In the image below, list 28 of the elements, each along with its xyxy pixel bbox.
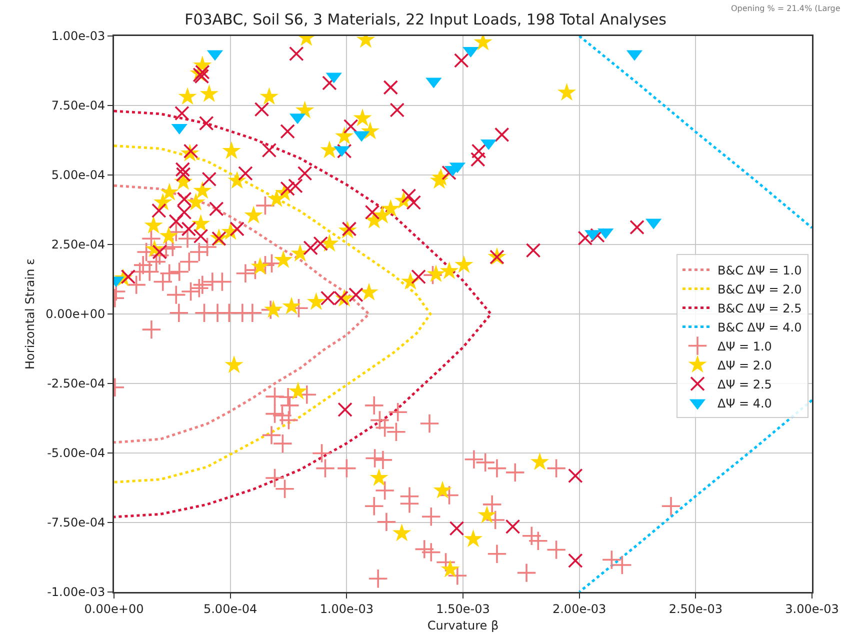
y-tick-label: 2.50e-04 (51, 238, 106, 252)
x-tick-label: 2.50e-03 (668, 602, 723, 616)
legend-label: B&C ΔΨ = 1.0 (718, 263, 802, 278)
y-tick-label: 7.50e-04 (51, 98, 106, 113)
x-tick-label: 5.00e-04 (203, 602, 258, 616)
legend-label: B&C ΔΨ = 2.5 (718, 301, 802, 316)
y-tick-label: -7.50e-04 (47, 516, 106, 530)
y-tick-label: 1.00e-03 (51, 29, 106, 44)
x-tick-label: 1.00e-03 (320, 602, 374, 616)
legend-label: ΔΨ = 2.0 (718, 358, 772, 372)
x-axis-title: Curvature β (427, 618, 499, 633)
legend-label: ΔΨ = 4.0 (718, 396, 772, 410)
legend-label: B&C ΔΨ = 4.0 (718, 320, 802, 334)
y-tick-label: -5.00e-04 (47, 446, 106, 460)
x-tick-label: 3.00e-03 (785, 602, 839, 616)
y-axis-title: Horizontal Strain ε (23, 258, 38, 370)
y-tick-label: -2.50e-04 (47, 376, 106, 391)
y-tick-label: 5.00e-04 (51, 168, 106, 182)
x-tick-label: 2.00e-03 (552, 602, 606, 616)
text: Opening % = 21.4% (Large (731, 4, 840, 13)
x-tick-label: 1.50e-03 (436, 602, 490, 616)
chart-title: F03ABC, Soil S6, 3 Materials, 22 Input Loads, 198 Total Analyses (184, 10, 667, 28)
y-tick-label: 0.00e+00 (46, 307, 106, 322)
x-tick-label: 0.00e+00 (84, 602, 144, 616)
legend-label: ΔΨ = 1.0 (718, 339, 772, 354)
legend-label: ΔΨ = 2.5 (718, 377, 772, 392)
legend-label: B&C ΔΨ = 2.0 (718, 282, 802, 296)
y-tick-label: -1.00e-03 (47, 585, 106, 600)
